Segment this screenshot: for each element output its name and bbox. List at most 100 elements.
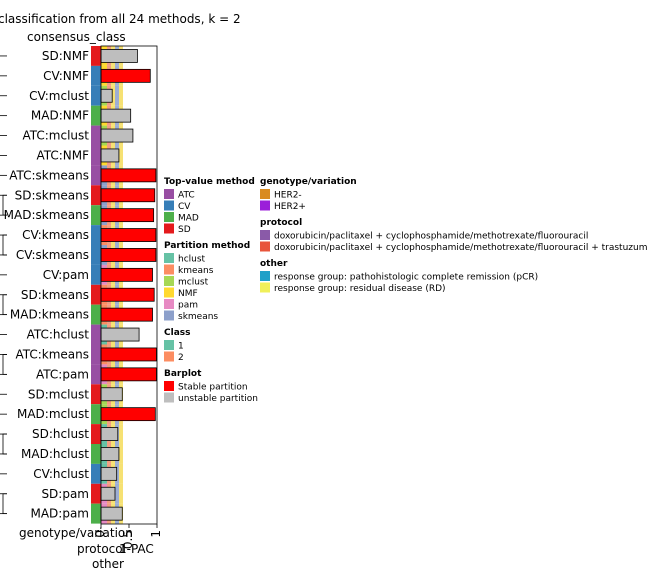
top-method-cell — [91, 85, 101, 106]
bar — [100, 367, 157, 382]
top-method-cell — [91, 444, 101, 464]
bar — [100, 427, 119, 441]
legend-title: Partition method — [164, 241, 250, 251]
dendrogram-branch — [2, 354, 7, 375]
row-label: ATC:NMF — [36, 148, 89, 162]
bar — [100, 88, 113, 103]
legend-swatch — [164, 351, 174, 362]
legend-label: HER2+ — [274, 202, 306, 212]
top-method-cell — [91, 424, 101, 444]
top-method-cell — [91, 344, 101, 365]
row-label: SD:skmeans — [15, 188, 89, 202]
bar — [100, 68, 151, 83]
row-label: SD:pam — [41, 487, 89, 501]
top-method-cell — [91, 105, 101, 126]
legend-swatch — [164, 189, 174, 199]
top-method-cell — [91, 364, 101, 385]
legend-swatch — [260, 200, 270, 211]
row-label: CV:skmeans — [16, 248, 89, 262]
legend-title: Class — [164, 328, 190, 338]
x-axis-label: 1-PAC — [119, 542, 154, 556]
legend-swatch — [164, 276, 174, 286]
top-method-cell — [91, 65, 101, 86]
legend-title: Top-value method — [164, 177, 255, 187]
x-tick-label: 0 — [93, 530, 107, 538]
legend-label: NMF — [178, 289, 198, 299]
bar — [100, 128, 134, 143]
legend-label: unstable partition — [178, 394, 258, 404]
legend-label: 2 — [178, 353, 184, 363]
legend-title: other — [260, 259, 288, 269]
row-label: MAD:kmeans — [10, 308, 89, 322]
top-method-cell — [91, 264, 101, 285]
row-label: ATC:kmeans — [15, 347, 89, 361]
row-label: SD:mclust — [28, 387, 89, 401]
legend-label: Stable partition — [178, 383, 248, 393]
class-cell — [119, 424, 123, 444]
bar — [100, 447, 120, 461]
legend-swatch — [164, 340, 174, 350]
legend-swatch — [164, 299, 174, 309]
legend-swatch — [164, 223, 174, 234]
dendrogram-branch — [2, 234, 7, 256]
top-method-cell — [91, 245, 101, 265]
legend-label: response group: residual disease (RD) — [274, 284, 446, 294]
row-label: CV:pam — [43, 268, 89, 282]
top-method-cell — [91, 503, 101, 524]
bar — [100, 466, 118, 481]
class-cell — [119, 85, 123, 106]
row-label: MAD:NMF — [31, 109, 89, 123]
top-method-cell — [91, 284, 101, 305]
top-method-cell — [91, 185, 101, 206]
class-cell — [115, 483, 119, 504]
bar — [100, 49, 138, 63]
row-label: MAD:pam — [30, 507, 89, 521]
bar — [100, 168, 157, 183]
legend-swatch — [260, 241, 270, 252]
bar — [100, 208, 155, 223]
bar — [100, 108, 132, 123]
top-method-cell — [91, 483, 101, 504]
legend-label: ATC — [178, 191, 195, 201]
legend-label: response group: pathohistologic complete… — [274, 273, 538, 283]
top-method-cell — [91, 145, 101, 166]
legend-label: kmeans — [178, 266, 214, 276]
legend-swatch — [260, 271, 270, 281]
legend-label: 1 — [178, 342, 184, 352]
row-label: CV:NMF — [43, 69, 89, 83]
top-method-cell — [91, 205, 101, 226]
bar — [100, 307, 153, 322]
bar — [100, 228, 157, 242]
row-label: CV:kmeans — [22, 228, 89, 242]
legend-swatch — [164, 253, 174, 263]
row-label: ATC:skmeans — [9, 168, 89, 182]
legend-swatch — [260, 282, 270, 293]
top-method-cell — [91, 463, 101, 484]
bar — [100, 486, 116, 501]
legend-swatch — [260, 230, 270, 240]
class-cell — [115, 85, 119, 106]
bar — [100, 407, 156, 422]
legend-label: HER2- — [274, 191, 302, 201]
legend-swatch — [164, 381, 174, 391]
bar — [100, 148, 120, 163]
bar — [100, 188, 156, 203]
bar — [100, 347, 157, 362]
bottom-label-other: other — [92, 557, 124, 571]
row-label: ATC:pam — [36, 367, 89, 381]
class-cell — [111, 85, 115, 106]
dendrogram-branch — [2, 493, 7, 515]
x-axis: 0 0.5 1 — [93, 524, 163, 549]
row-label: MAD:mclust — [17, 407, 89, 421]
top-method-cell — [91, 404, 101, 425]
row-label: CV:hclust — [33, 467, 89, 481]
bottom-label-genotype: genotype/variation — [19, 526, 133, 540]
top-method-cell — [91, 225, 101, 245]
row-label: ATC:mclust — [22, 129, 89, 143]
row-label: MAD:hclust — [21, 447, 89, 461]
top-method-cell — [91, 165, 101, 186]
row-label: MAD:skmeans — [4, 208, 89, 222]
bar — [100, 248, 157, 262]
annotation-title: consensus_class — [27, 30, 126, 44]
dendrogram-branch — [2, 433, 7, 455]
